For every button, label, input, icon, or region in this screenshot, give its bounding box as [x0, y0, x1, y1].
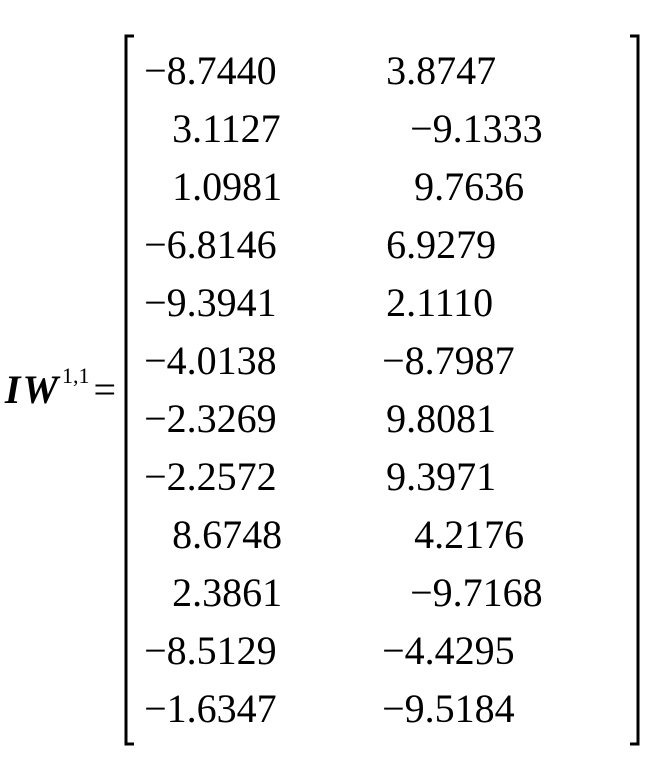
matrix-row: −8.5129 −4.4295 — [140, 622, 624, 680]
matrix-cell: 4.2176 — [382, 515, 624, 555]
left-bracket — [122, 34, 136, 746]
matrix-cell: −9.5184 — [354, 689, 592, 729]
matrix-body: −8.7440 3.8747 3.1127 −9.1333 1.0981 9.7… — [136, 34, 628, 746]
matrix-cell: −4.0138 — [140, 341, 354, 381]
matrix-cell: 9.7636 — [382, 167, 624, 207]
matrix-cell: −4.4295 — [354, 631, 592, 671]
lhs-variable: IW — [5, 370, 60, 410]
right-bracket — [628, 34, 642, 746]
matrix-cell: −8.7987 — [354, 341, 592, 381]
matrix-row: −8.7440 3.8747 — [140, 42, 624, 100]
matrix-cell: −6.8146 — [140, 225, 354, 265]
matrix-cell: −8.7440 — [140, 51, 354, 91]
matrix-cell: 3.1127 — [140, 109, 382, 149]
matrix-cell: 9.3971 — [354, 457, 596, 497]
matrix-row: −9.3941 2.1110 — [140, 274, 624, 332]
matrix: −8.7440 3.8747 3.1127 −9.1333 1.0981 9.7… — [122, 34, 642, 746]
lhs: IW 1,1 = — [5, 370, 122, 410]
matrix-cell: −9.3941 — [140, 283, 354, 323]
matrix-cell: −2.3269 — [140, 399, 354, 439]
matrix-cell: 1.0981 — [140, 167, 382, 207]
matrix-cell: −1.6347 — [140, 689, 354, 729]
matrix-cell: 9.8081 — [354, 399, 596, 439]
matrix-row: −2.2572 9.3971 — [140, 448, 624, 506]
matrix-row: −1.6347 −9.5184 — [140, 680, 624, 738]
matrix-row: −6.8146 6.9279 — [140, 216, 624, 274]
matrix-cell: −9.1333 — [382, 109, 620, 149]
matrix-row: −4.0138 −8.7987 — [140, 332, 624, 390]
lhs-superscript: 1,1 — [62, 365, 90, 387]
matrix-row: 8.6748 4.2176 — [140, 506, 624, 564]
matrix-cell: −8.5129 — [140, 631, 354, 671]
equation-row: IW 1,1 = −8.7440 3.8747 3.1127 −9.1333 — [5, 34, 642, 746]
matrix-row: 2.3861 −9.7168 — [140, 564, 624, 622]
matrix-cell: 3.8747 — [354, 51, 596, 91]
equals-sign: = — [94, 370, 117, 410]
matrix-cell: 8.6748 — [140, 515, 382, 555]
matrix-cell: 2.3861 — [140, 573, 382, 613]
matrix-cell: −2.2572 — [140, 457, 354, 497]
matrix-equation: IW 1,1 = −8.7440 3.8747 3.1127 −9.1333 — [0, 0, 647, 780]
matrix-row: −2.3269 9.8081 — [140, 390, 624, 448]
matrix-cell: 6.9279 — [354, 225, 596, 265]
matrix-row: 1.0981 9.7636 — [140, 158, 624, 216]
matrix-cell: 2.1110 — [354, 283, 596, 323]
matrix-row: 3.1127 −9.1333 — [140, 100, 624, 158]
matrix-cell: −9.7168 — [382, 573, 620, 613]
